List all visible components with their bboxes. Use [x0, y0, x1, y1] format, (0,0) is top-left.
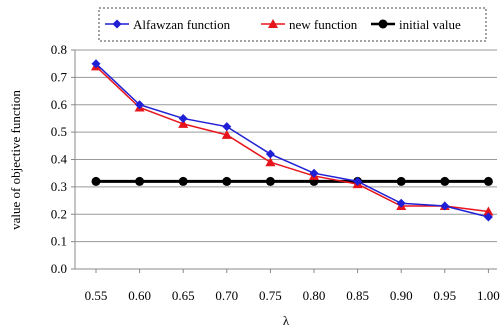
x-tick-label: 0.95 [433, 288, 456, 303]
data-point [135, 176, 145, 186]
data-point [440, 201, 450, 211]
x-tick-label: 0.70 [215, 288, 238, 303]
data-point [440, 176, 450, 186]
x-tick-label: 0.80 [303, 288, 326, 303]
data-point [222, 176, 232, 186]
data-point [265, 176, 275, 186]
data-point [222, 122, 232, 132]
legend-label: initial value [399, 17, 461, 32]
series-2 [91, 176, 493, 186]
data-point [135, 100, 145, 110]
data-point [483, 176, 493, 186]
y-tick-label: 0.3 [51, 179, 67, 194]
data-point [265, 149, 275, 159]
data-point [178, 118, 189, 128]
series-0 [91, 59, 493, 222]
y-tick-label: 0.6 [51, 97, 68, 112]
legend-box [98, 7, 487, 42]
y-tick-label: 0.0 [51, 261, 67, 276]
y-tick-label: 0.7 [51, 69, 68, 84]
data-point [483, 206, 494, 216]
data-point [396, 176, 406, 186]
legend-label: new function [289, 17, 358, 32]
y-tick-label: 0.5 [51, 124, 67, 139]
legend-entry: new function [261, 17, 358, 32]
y-tick-label: 0.8 [51, 42, 67, 57]
x-tick-label: 0.65 [172, 288, 195, 303]
series-line [95, 63, 489, 218]
series-1 [91, 61, 494, 216]
data-point [221, 129, 232, 139]
legend-entry: initial value [371, 17, 461, 32]
legend: Alfawzan function new function initial val… [98, 7, 487, 42]
data-point [353, 176, 363, 186]
x-tick-label: 0.85 [346, 288, 369, 303]
x-tick-label: 0.60 [128, 288, 151, 303]
x-tick-label: 0.55 [85, 288, 108, 303]
x-tick-label: 0.75 [259, 288, 282, 303]
series-line [95, 65, 489, 213]
y-tick-label: 0.1 [51, 234, 67, 249]
x-tick-labels: 0.55 0.60 0.65 0.70 0.75 0.80 0.85 0.90 0.95 1.00 [85, 269, 500, 303]
data-point [265, 157, 276, 167]
x-tick-label: 0.90 [390, 288, 413, 303]
legend-marker [378, 19, 388, 29]
legend-label: Alfawzan function [133, 17, 231, 32]
legend-entry: Alfawzan function [105, 17, 231, 32]
data-point [91, 176, 101, 186]
data-point [178, 176, 188, 186]
data-point [91, 59, 101, 69]
grid-lines [75, 49, 497, 243]
data-point [309, 168, 319, 178]
y-tick-labels: 0.0 0.1 0.2 0.3 0.4 0.5 0.6 0.7 0.8 [51, 42, 75, 276]
x-axis-title: λ [283, 313, 290, 328]
y-tick-label: 0.4 [51, 152, 68, 167]
data-point [178, 113, 188, 123]
y-tick-label: 0.2 [51, 206, 67, 221]
legend-marker [112, 19, 122, 29]
series-layer [91, 59, 494, 222]
data-point [396, 198, 406, 208]
x-tick-label: 1.00 [477, 288, 500, 303]
legend-marker [268, 19, 278, 28]
data-point [483, 212, 493, 222]
y-axis-title: value of objective function [8, 90, 23, 230]
